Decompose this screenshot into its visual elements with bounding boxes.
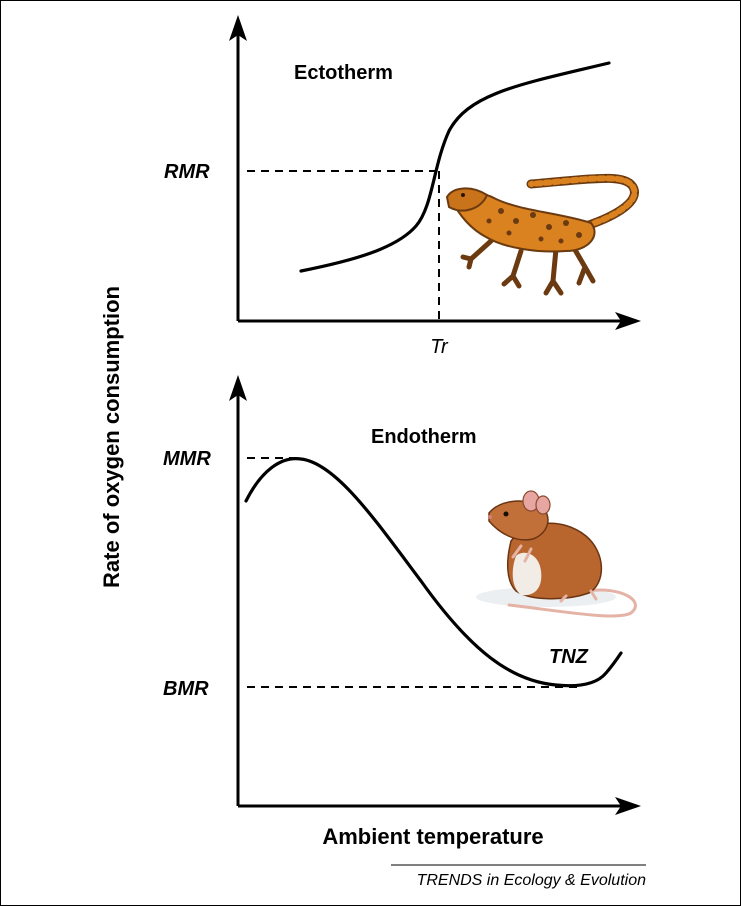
ectotherm-title: Ectotherm (294, 62, 393, 84)
mouse-icon (476, 490, 637, 618)
bmr-label: BMR (163, 678, 209, 700)
mmr-label: MMR (163, 448, 211, 470)
credit-text: TRENDS in Ecology & Evolution (417, 872, 647, 889)
endotherm-panel: Endotherm MMR BMR TNZ (163, 375, 641, 815)
ectotherm-y-arrow-icon (229, 15, 247, 41)
endotherm-curve (244, 457, 623, 688)
endotherm-x-arrow-icon (615, 797, 641, 815)
endotherm-title: Endotherm (371, 426, 477, 448)
ectotherm-x-arrow-icon (615, 312, 641, 330)
rmr-label: RMR (164, 161, 210, 183)
tr-label: Tr (430, 336, 449, 358)
lizard-icon (445, 173, 639, 296)
x-axis-label: Ambient temperature (322, 824, 543, 849)
ectotherm-panel: Ectotherm RMR Tr (164, 15, 641, 358)
endotherm-y-arrow-icon (229, 375, 247, 401)
tnz-label: TNZ (549, 646, 589, 668)
y-axis-label: Rate of oxygen consumption (99, 286, 124, 588)
ectotherm-curve (299, 61, 611, 273)
